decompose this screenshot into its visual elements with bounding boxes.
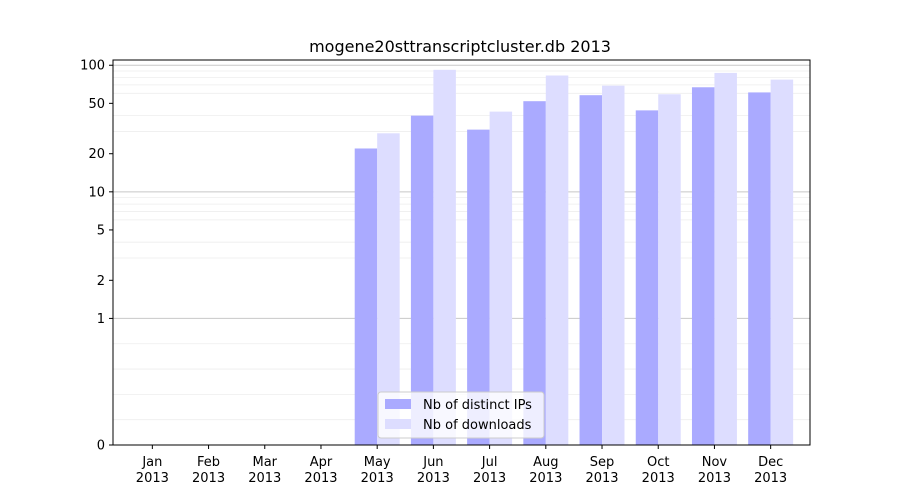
bar bbox=[410, 115, 434, 445]
legend-label: Nb of downloads bbox=[423, 418, 532, 433]
chart-title: mogene20sttranscriptcluster.db 2013 bbox=[309, 37, 611, 56]
bar bbox=[602, 85, 625, 445]
y-tick-label: 1 bbox=[97, 312, 105, 327]
x-tick-label: Jun 2013 bbox=[417, 455, 450, 486]
x-tick-label: May 2013 bbox=[361, 455, 394, 486]
y-tick-label: 10 bbox=[88, 185, 105, 200]
bar bbox=[489, 111, 513, 445]
y-tick-label: 50 bbox=[88, 97, 105, 112]
x-tick-label: Nov 2013 bbox=[698, 455, 731, 486]
x-tick-label: Dec 2013 bbox=[754, 455, 787, 486]
legend-swatch bbox=[385, 399, 411, 409]
bar bbox=[467, 129, 490, 445]
axis-layer: 0 1 2 5 10 20 50 100 Jan 2013 Feb 2013 Mar 2013 Apr 201… bbox=[80, 59, 811, 486]
bar bbox=[354, 148, 378, 445]
x-tick-label: Oct 2013 bbox=[642, 455, 675, 486]
bar bbox=[523, 101, 546, 446]
y-tick-label: 5 bbox=[97, 223, 105, 238]
bar bbox=[635, 110, 659, 445]
y-tick-label: 0 bbox=[97, 439, 105, 454]
x-tick-label: Feb 2013 bbox=[192, 455, 225, 486]
x-tick-label: Jan 2013 bbox=[136, 455, 169, 486]
x-tick-label: Mar 2013 bbox=[248, 455, 281, 486]
bar bbox=[691, 87, 715, 445]
y-tick-label: 2 bbox=[97, 274, 105, 289]
legend-label: Nb of distinct IPs bbox=[423, 398, 532, 413]
bar bbox=[545, 75, 569, 446]
bar bbox=[770, 79, 794, 446]
plot-frame bbox=[112, 59, 811, 446]
legend: Nb of distinct IPs Nb of downloads bbox=[377, 391, 545, 439]
x-tick-label: Jul 2013 bbox=[473, 455, 506, 486]
x-tick-label: Sep 2013 bbox=[585, 455, 618, 486]
legend-swatch bbox=[385, 419, 411, 429]
x-tick-label: Apr 2013 bbox=[304, 455, 337, 486]
y-tick-label: 20 bbox=[88, 147, 105, 162]
bar bbox=[579, 95, 603, 445]
legend-box bbox=[377, 391, 545, 439]
bar bbox=[377, 133, 400, 445]
x-tick-label: Aug 2013 bbox=[529, 455, 562, 486]
bar bbox=[714, 72, 737, 446]
bar bbox=[658, 94, 681, 446]
bar bbox=[433, 69, 456, 446]
bar-layer bbox=[354, 69, 794, 446]
bar bbox=[748, 92, 771, 446]
y-tick-label: 100 bbox=[80, 59, 105, 74]
